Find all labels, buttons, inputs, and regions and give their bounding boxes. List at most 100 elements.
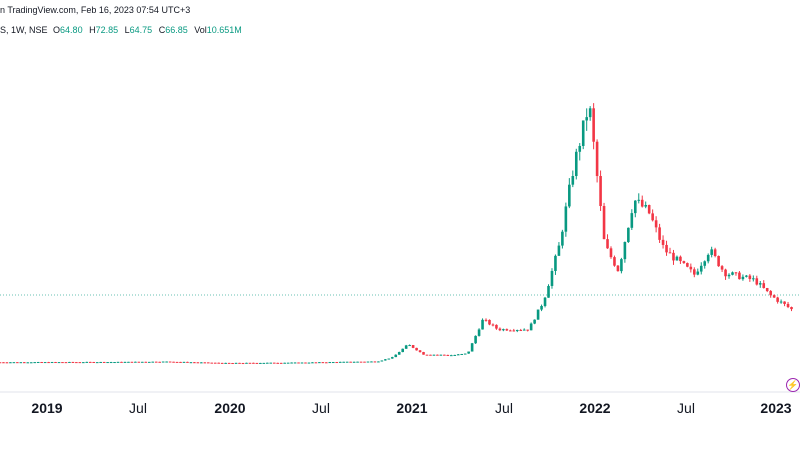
candle-body bbox=[550, 270, 554, 286]
candle-body bbox=[217, 362, 221, 364]
candle-body bbox=[481, 319, 484, 330]
candle-body bbox=[297, 362, 300, 364]
candle-body bbox=[321, 362, 325, 364]
candle-body bbox=[710, 249, 713, 255]
open-value: 64.80 bbox=[60, 25, 83, 35]
candle-body bbox=[477, 329, 481, 336]
candle-body bbox=[408, 345, 411, 347]
candle-body bbox=[68, 361, 71, 363]
candle-body bbox=[627, 227, 630, 243]
candle-body bbox=[165, 361, 168, 363]
candle-body bbox=[446, 354, 450, 356]
candle-body bbox=[495, 324, 498, 329]
candle-body bbox=[373, 361, 377, 363]
candle-body bbox=[338, 361, 342, 363]
low-label: L bbox=[124, 25, 130, 35]
candle-body bbox=[526, 329, 529, 331]
candle-body bbox=[262, 362, 266, 364]
candle-body bbox=[529, 323, 533, 331]
candle-body bbox=[574, 151, 578, 177]
candle-body bbox=[731, 272, 734, 275]
candle-body bbox=[19, 362, 23, 364]
candle-body bbox=[26, 362, 30, 364]
candle-body bbox=[196, 362, 200, 364]
x-tick-label: Jul bbox=[129, 400, 147, 416]
candle-body bbox=[422, 352, 425, 355]
candle-body bbox=[40, 362, 43, 364]
candle-body bbox=[331, 362, 335, 364]
candle-body bbox=[311, 362, 314, 364]
candle-body bbox=[661, 239, 665, 245]
candle-body bbox=[543, 297, 547, 307]
candle-body bbox=[33, 362, 37, 364]
candle-body bbox=[234, 362, 238, 364]
candle-body bbox=[318, 362, 321, 364]
candle-body bbox=[561, 231, 564, 246]
candle-body bbox=[345, 361, 349, 363]
candle-body bbox=[425, 354, 429, 356]
candle-body bbox=[78, 362, 82, 364]
candle-body bbox=[533, 319, 536, 324]
candle-body bbox=[668, 252, 672, 254]
candle-body bbox=[380, 360, 384, 362]
candle-body bbox=[522, 329, 526, 331]
candle-body bbox=[693, 269, 696, 275]
candle-body bbox=[370, 361, 373, 363]
candle-body bbox=[762, 283, 766, 289]
candle-body bbox=[172, 361, 175, 363]
candle-body bbox=[519, 330, 523, 332]
candle-body bbox=[602, 206, 606, 240]
lightning-icon[interactable]: ⚡ bbox=[786, 378, 800, 392]
candle-body bbox=[123, 361, 127, 363]
candle-body bbox=[50, 362, 54, 364]
candle-body bbox=[161, 361, 165, 363]
candle-body bbox=[286, 362, 290, 364]
candle-body bbox=[36, 362, 40, 364]
ohlc-legend: S, 1W, NSE O64.80 H72.85 L64.75 C66.85 V… bbox=[0, 25, 246, 35]
open-label: O bbox=[53, 25, 61, 35]
candle-body bbox=[95, 362, 99, 364]
candle-body bbox=[85, 361, 89, 363]
candle-body bbox=[227, 362, 231, 364]
candle-body bbox=[16, 362, 19, 364]
candle-body bbox=[252, 362, 255, 364]
candles-group bbox=[0, 103, 793, 365]
candle-body bbox=[724, 269, 727, 277]
candle-body bbox=[248, 362, 252, 364]
candle-body bbox=[200, 362, 203, 364]
candle-body bbox=[179, 361, 182, 363]
candle-body bbox=[335, 362, 339, 364]
candle-body bbox=[623, 242, 627, 260]
candle-body bbox=[484, 319, 488, 321]
candle-body bbox=[363, 361, 366, 363]
candle-body bbox=[397, 352, 401, 355]
candle-body bbox=[57, 362, 61, 364]
candle-body bbox=[300, 362, 304, 364]
candle-body bbox=[557, 245, 561, 256]
candle-body bbox=[82, 362, 85, 364]
candle-body bbox=[127, 361, 130, 363]
candle-body bbox=[314, 362, 318, 364]
candle-body bbox=[453, 354, 457, 356]
candle-body bbox=[571, 176, 575, 185]
candle-body bbox=[450, 355, 453, 357]
candle-body bbox=[463, 353, 467, 355]
candle-body bbox=[158, 361, 161, 363]
candle-body bbox=[706, 254, 710, 262]
candle-body bbox=[12, 362, 16, 364]
candle-body bbox=[689, 266, 693, 270]
candle-body bbox=[588, 108, 592, 118]
candle-body bbox=[696, 271, 700, 275]
candle-body bbox=[269, 362, 273, 364]
volume-value: 10.651M bbox=[206, 25, 242, 35]
candle-body bbox=[349, 361, 352, 363]
candle-body bbox=[325, 362, 328, 364]
candle-body bbox=[134, 361, 137, 363]
candle-body bbox=[276, 362, 280, 364]
candle-body bbox=[647, 205, 651, 214]
candle-body bbox=[116, 361, 120, 363]
x-tick-label: 2020 bbox=[214, 400, 245, 416]
candle-body bbox=[585, 117, 588, 121]
candle-body bbox=[745, 275, 748, 277]
